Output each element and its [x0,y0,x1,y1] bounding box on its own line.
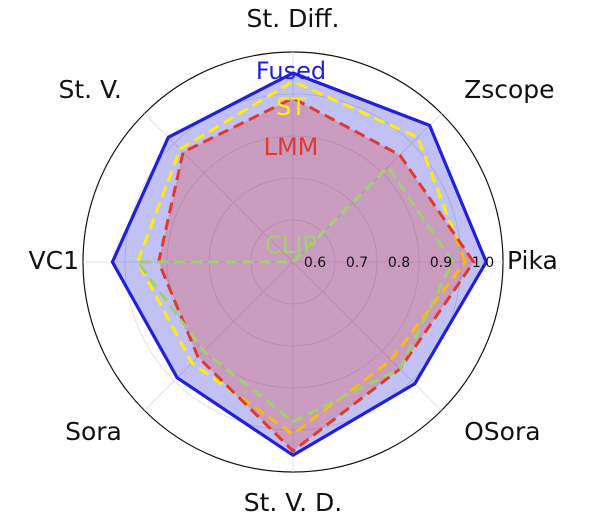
grid-spoke [292,261,442,411]
axis-labels: Pika Zscope St. Diff. St. V. VC1 Sora St. V. D… [29,4,558,517]
radial-tick-label: 0.6 [304,255,326,271]
axis-label-pika: Pika [507,246,558,275]
series-fill-lmm [158,98,474,451]
axis-label-vc1: VC1 [29,246,79,275]
axis-label-st-diff: St. Diff. [247,4,340,33]
polar-grid [82,51,504,473]
axis-label-zscope: Zscope [464,75,554,104]
axis-label-st-v: St. V. [58,75,121,104]
legend-entry-clip: CLIP [265,231,317,259]
series-line-st [136,79,467,436]
grid-spoke [144,261,294,411]
series-line-clip [136,165,455,424]
series-line-fused [110,71,488,457]
axis-label-osora: OSora [464,417,540,446]
radial-tick-label: 1.0 [472,255,494,271]
radial-tick-label: 0.7 [346,255,368,271]
radial-tick-labels: 0.6 0.7 0.8 0.9 1.0 [304,255,494,271]
legend-entry-fused: Fused [256,57,326,85]
legend: Fused ST LMM CLIP [256,57,326,259]
axis-label-st-v-d: St. V. D. [244,488,343,517]
axis-label-sora: Sora [65,417,122,446]
legend-entry-lmm: LMM [264,133,319,161]
radial-tick-label: 0.8 [388,255,410,271]
radial-tick-label: 0.9 [430,255,452,271]
series-layer [110,71,488,457]
legend-entry-st: ST [276,93,306,121]
